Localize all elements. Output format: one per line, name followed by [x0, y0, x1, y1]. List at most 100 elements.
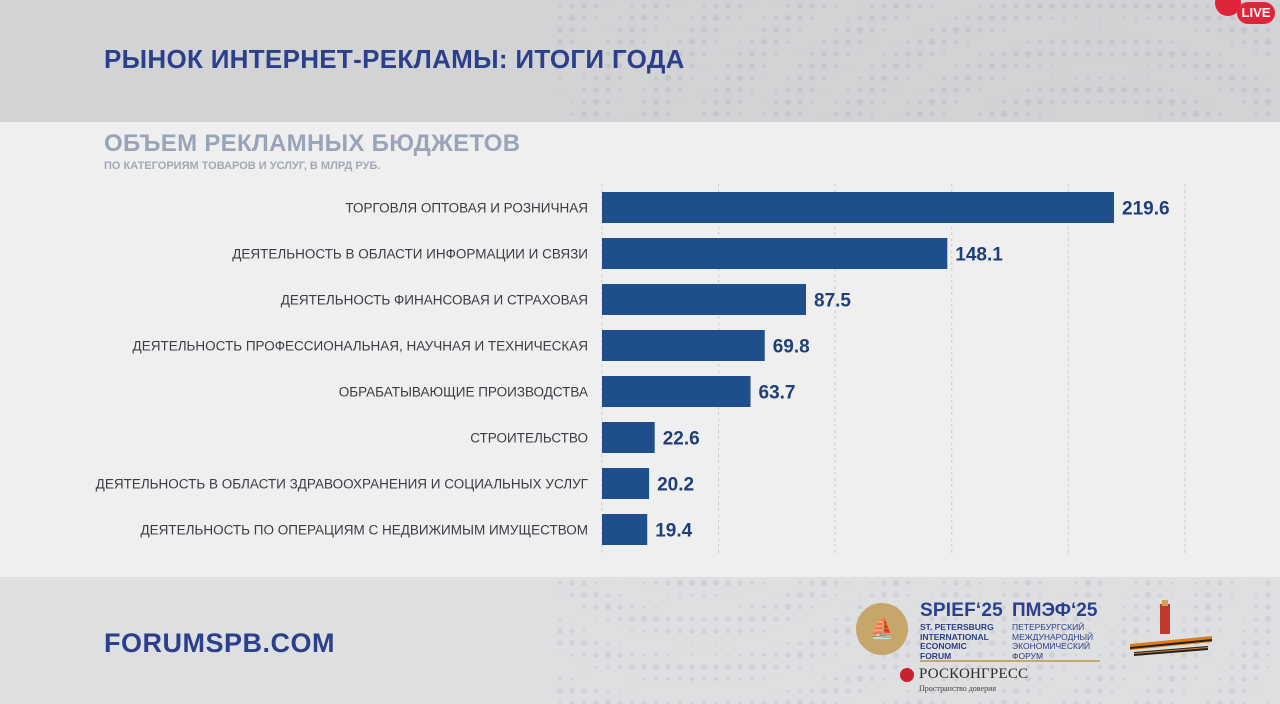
forum-url-link[interactable]: FORUMSPB.COM: [104, 628, 335, 658]
decorative-dot: [979, 618, 981, 620]
decorative-dot: [798, 28, 802, 32]
decorative-dot: [858, 76, 862, 80]
decorative-dot: [641, 3, 647, 9]
decorative-dot: [821, 63, 827, 69]
decorative-dot: [810, 16, 814, 20]
decorative-dot: [929, 616, 935, 622]
decorative-dot: [1218, 88, 1222, 92]
decorative-dot: [857, 15, 863, 21]
decorative-dot: [1217, 592, 1223, 598]
decorative-dot: [786, 76, 790, 80]
decorative-dot: [869, 99, 875, 105]
chart-title: ОБЪЕМ РЕКЛАМНЫХ БЮДЖЕТОВ: [104, 130, 521, 157]
decorative-dot: [1228, 74, 1236, 82]
decorative-dot: [666, 52, 670, 56]
decorative-dot: [881, 3, 887, 9]
decorative-dot: [726, 593, 730, 597]
decorative-dot: [750, 4, 754, 8]
decorative-dot: [1002, 28, 1006, 32]
decorative-dot: [629, 15, 635, 21]
decorative-dot: [797, 3, 803, 9]
decorative-dot: [1146, 16, 1150, 20]
decorative-dot: [953, 676, 959, 682]
decorative-dot: [1145, 580, 1151, 586]
decorative-dot: [654, 605, 658, 609]
decorative-dot: [869, 592, 875, 598]
decorative-dot: [1145, 51, 1151, 57]
decorative-dot: [583, 41, 585, 43]
decorative-dot: [569, 688, 575, 694]
decorative-dot: [964, 663, 972, 671]
decorative-dot: [1026, 88, 1030, 92]
decorative-dot: [845, 27, 851, 33]
decorative-dot: [619, 630, 621, 632]
decorative-dot: [749, 616, 755, 622]
decorative-dot: [834, 593, 838, 597]
decorative-dot: [653, 87, 659, 93]
decorative-dot: [1085, 592, 1091, 598]
decorative-dot: [1110, 76, 1114, 80]
decorative-dot: [1026, 64, 1030, 68]
decorative-dot: [570, 653, 574, 657]
decorative-dot: [724, 2, 732, 10]
decorative-dot: [713, 3, 719, 9]
decorative-dot: [1170, 653, 1174, 657]
decorative-dot: [690, 701, 694, 704]
decorative-dot: [1000, 110, 1008, 118]
decorative-dot: [1170, 16, 1174, 20]
decorative-dot: [1051, 702, 1053, 704]
decorative-dot: [870, 581, 874, 585]
decorative-dot: [593, 111, 599, 117]
decorative-dot: [953, 75, 959, 81]
decorative-dot: [845, 688, 851, 694]
decorative-dot: [1061, 616, 1067, 622]
decorative-dot: [1181, 676, 1187, 682]
decorative-dot: [892, 62, 900, 70]
decorative-dot: [678, 653, 682, 657]
decorative-dot: [870, 689, 874, 693]
footer-dot-pattern: [557, 579, 1272, 704]
decorative-dot: [798, 665, 802, 669]
decorative-dot: [762, 112, 766, 116]
decorative-dot: [917, 688, 923, 694]
decorative-dot: [594, 581, 598, 585]
decorative-dot: [689, 27, 695, 33]
decorative-dot: [917, 640, 923, 646]
decorative-dot: [559, 594, 561, 596]
decorative-dot: [966, 641, 970, 645]
decorative-dot: [1158, 64, 1162, 68]
decorative-dot: [713, 27, 719, 33]
decorative-dot: [618, 689, 622, 693]
decorative-dot: [833, 580, 839, 586]
footer-band: [0, 577, 1280, 704]
decorative-dot: [1169, 664, 1175, 670]
decorative-dot: [1266, 52, 1270, 56]
decorative-dot: [1254, 76, 1258, 80]
decorative-dot: [977, 75, 983, 81]
decorative-dot: [678, 88, 682, 92]
decorative-dot: [1025, 3, 1031, 9]
decorative-dot: [1061, 51, 1067, 57]
decorative-dot: [581, 652, 587, 658]
decorative-dot: [594, 665, 598, 669]
decorative-dot: [820, 639, 828, 647]
bar: [602, 284, 807, 315]
decorative-dot: [797, 604, 803, 610]
decorative-dot: [774, 689, 778, 693]
decorative-dot: [882, 701, 886, 704]
decorative-dot: [1133, 604, 1139, 610]
decorative-dot: [1013, 580, 1019, 586]
decorative-dot: [1157, 99, 1163, 105]
decorative-dot: [737, 63, 743, 69]
decorative-dot: [1206, 689, 1210, 693]
decorative-dot: [607, 582, 609, 584]
decorative-dot: [773, 15, 779, 21]
decorative-dot: [1098, 593, 1102, 597]
decorative-dot: [1121, 51, 1127, 57]
decorative-dot: [702, 641, 706, 645]
decorative-dot: [964, 74, 972, 82]
decorative-dot: [930, 641, 934, 645]
decorative-dot: [642, 100, 646, 104]
decorative-dot: [953, 580, 959, 586]
decorative-dot: [701, 616, 707, 622]
